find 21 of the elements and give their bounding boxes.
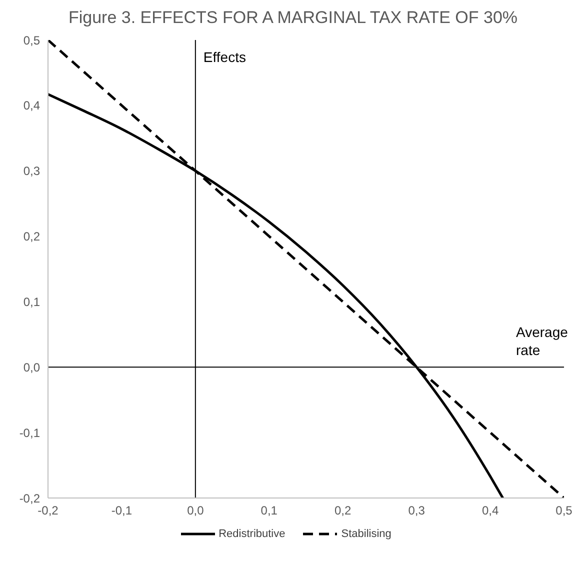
y-tick-label: -0,2 [19,491,40,506]
y-tick-label: 0,5 [23,33,40,48]
x-tick-label: 0,4 [482,504,499,518]
y-tick-label: 0,3 [23,164,40,178]
y-tick-label: 0,4 [23,98,40,113]
x-tick-label: 0,3 [408,504,426,518]
x-tick-label: 0,1 [260,504,278,518]
ref-line-label: Effects [203,49,246,65]
legend-label: Stabilising [340,528,392,540]
x-tick-label: 0,5 [556,504,573,518]
x-tick-label: -0,2 [38,504,59,518]
x-tick-label: 0,2 [334,504,352,518]
x-tick-label: -0,1 [111,504,132,518]
y-tick-label: 0,2 [23,230,40,244]
chart-title: Figure 3. EFFECTS FOR A MARGINAL TAX RATE OF 30% [67,8,519,28]
legend-label: Redistributive [218,528,286,540]
x-tick-label: 0,0 [187,504,204,518]
ref-line-label: Average rate [516,324,568,358]
y-tick-label: -0,1 [19,426,40,440]
y-tick-label: 0,1 [23,294,40,309]
y-tick-label: 0,0 [23,360,40,374]
